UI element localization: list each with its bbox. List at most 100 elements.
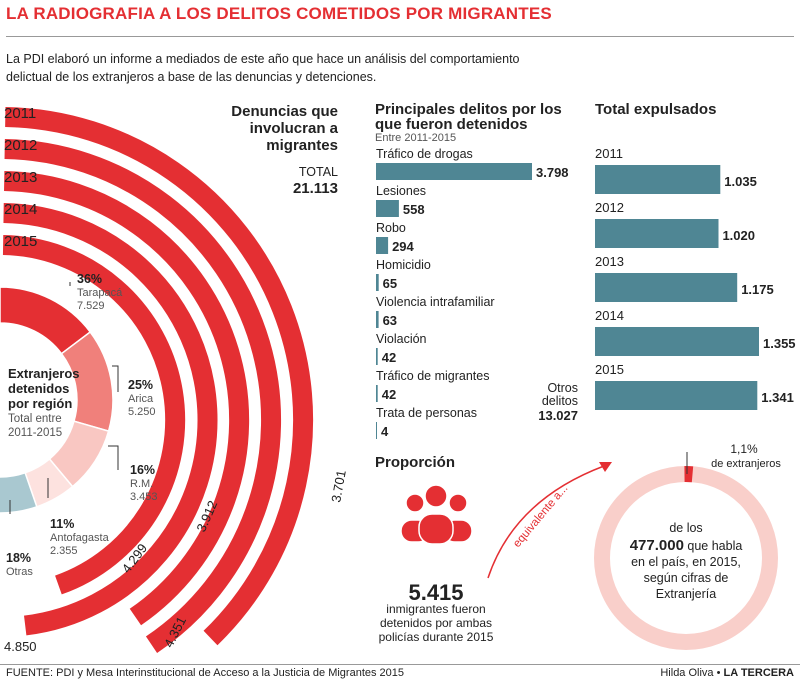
proporcion-big-number: 5.415 [408,580,463,605]
delito-value-label: 42 [382,387,396,402]
person-head [448,493,468,513]
title-divider [6,36,794,37]
expulsados-bar [595,327,759,356]
denuncias-value-label: 3.701 [328,469,348,504]
ring-text: según cifras de [644,571,729,585]
expulsados-year-label: 2012 [595,200,624,215]
person-head [424,484,448,508]
delito-label: Tráfico de migrantes [376,369,489,383]
ring-number: 477.000 [630,537,684,554]
outlet: LA TERCERA [723,667,794,679]
delito-value-label: 294 [392,239,414,254]
delito-value-label: 4 [381,424,389,439]
delito-value-label: 3.798 [536,165,569,180]
region-pct-label: 16% [130,463,155,477]
expulsados-year-label: 2015 [595,362,624,377]
expulsados-bar [595,273,738,302]
region-value-label: 2.355 [50,545,78,557]
denuncias-arc-2011 [5,107,314,646]
expulsados-bar [595,381,758,410]
expulsados-title: Total expulsados [595,101,716,118]
region-pct-label: 11% [50,517,74,531]
ring-text: Extranjería [656,587,716,601]
page-title: LA RADIOGRAFIA A LOS DELITOS COMETIDOS P… [6,4,552,23]
region-subtitle: 2011-2015 [8,427,62,439]
proporcion-caption: inmigrantes fueron [386,602,485,616]
denuncias-total-label: TOTAL [299,165,338,179]
region-title: por región [8,396,72,411]
delito-bar [376,311,379,328]
header: LA RADIOGRAFIA A LOS DELITOS COMETIDOS P… [0,0,800,26]
proporcion-caption: policías durante 2015 [379,630,494,644]
expulsados-bar [595,219,719,248]
delito-label: Violencia intrafamiliar [376,295,495,309]
region-name-label: R.M. [130,478,153,490]
delito-bar [376,422,377,439]
region-leader [108,445,119,470]
delito-label: Homicidio [376,258,431,272]
expulsados-bar [595,165,721,194]
proporcion-pct-label: 1,1% [730,442,758,456]
region-name-label: Tarapacá [77,287,123,299]
otros-delitos-value: 13.027 [538,408,578,423]
author: Hilda Oliva [660,667,714,679]
region-leader [112,365,119,392]
denuncias-title: involucran a [250,120,339,137]
region-value-label: 3.453 [130,491,158,503]
proporcion-title: Proporción [375,454,455,471]
region-pct-label: 25% [128,378,153,392]
person-body [418,513,454,545]
intro-text: La PDI elaboró un informe a mediados de … [6,52,520,84]
region-title: Extranjeros [8,366,80,381]
delito-label: Robo [376,221,406,235]
denuncias-title: migrantes [266,137,338,154]
delito-bar [376,274,379,291]
denuncias-year-label: 2012 [4,137,37,154]
expulsados-value-label: 1.035 [724,174,757,189]
delito-value-label: 558 [403,202,425,217]
denuncias-title: Denuncias que [231,103,338,120]
region-name-label: Antofagasta [50,532,110,544]
delito-label: Lesiones [376,184,426,198]
expulsados-value-label: 1.355 [763,336,796,351]
denuncias-arc-2013 [4,171,250,626]
delito-value-label: 63 [383,313,397,328]
region-value-label: 5.250 [128,406,156,418]
ring-text-tail: que habla [684,539,742,553]
delito-bar [376,385,378,402]
delito-bar [376,163,532,180]
region-value-label: 7.529 [77,300,105,312]
source-note: FUENTE: PDI y Mesa Interinstitucional de… [6,667,405,679]
denuncias-year-label: 2015 [4,233,37,250]
otros-delitos-label: Otros [547,381,578,395]
region-name-label: Otras [6,566,33,578]
denuncias-arc-2015 [2,235,186,595]
credit-separator: • [713,667,724,679]
expulsados-year-label: 2013 [595,254,624,269]
delito-label: Trata de personas [376,406,477,420]
denuncias-total-value: 21.113 [293,180,338,197]
region-pct-label: 18% [6,551,31,565]
expulsados-bar-chart: Total expulsados 2011 1.035 2012 1.020 2013 1.… [595,101,796,410]
delito-value-label: 65 [383,276,397,291]
region-name-label: Arica [128,393,154,405]
delito-label: Tráfico de drogas [376,147,473,161]
delito-bar [376,237,389,254]
delitos-title: que fueron detenidos [375,116,528,133]
proporcion-pct-sub: de extranjeros [711,458,781,470]
denuncias-year-label: 2013 [4,169,37,186]
person-head [405,493,425,513]
region-pct-label: 36% [77,272,102,286]
delito-value-label: 42 [382,350,396,365]
region-subtitle: Total entre [8,413,62,425]
people-icon [400,484,473,545]
equivalente-arrow [487,465,605,579]
delito-bar [376,348,378,365]
delitos-subtitle: Entre 2011-2015 [375,132,456,144]
proporcion-caption: detenidos por ambas [380,616,492,630]
ring-text: en el país, en 2015, [631,555,741,569]
expulsados-year-label: 2014 [595,308,624,323]
